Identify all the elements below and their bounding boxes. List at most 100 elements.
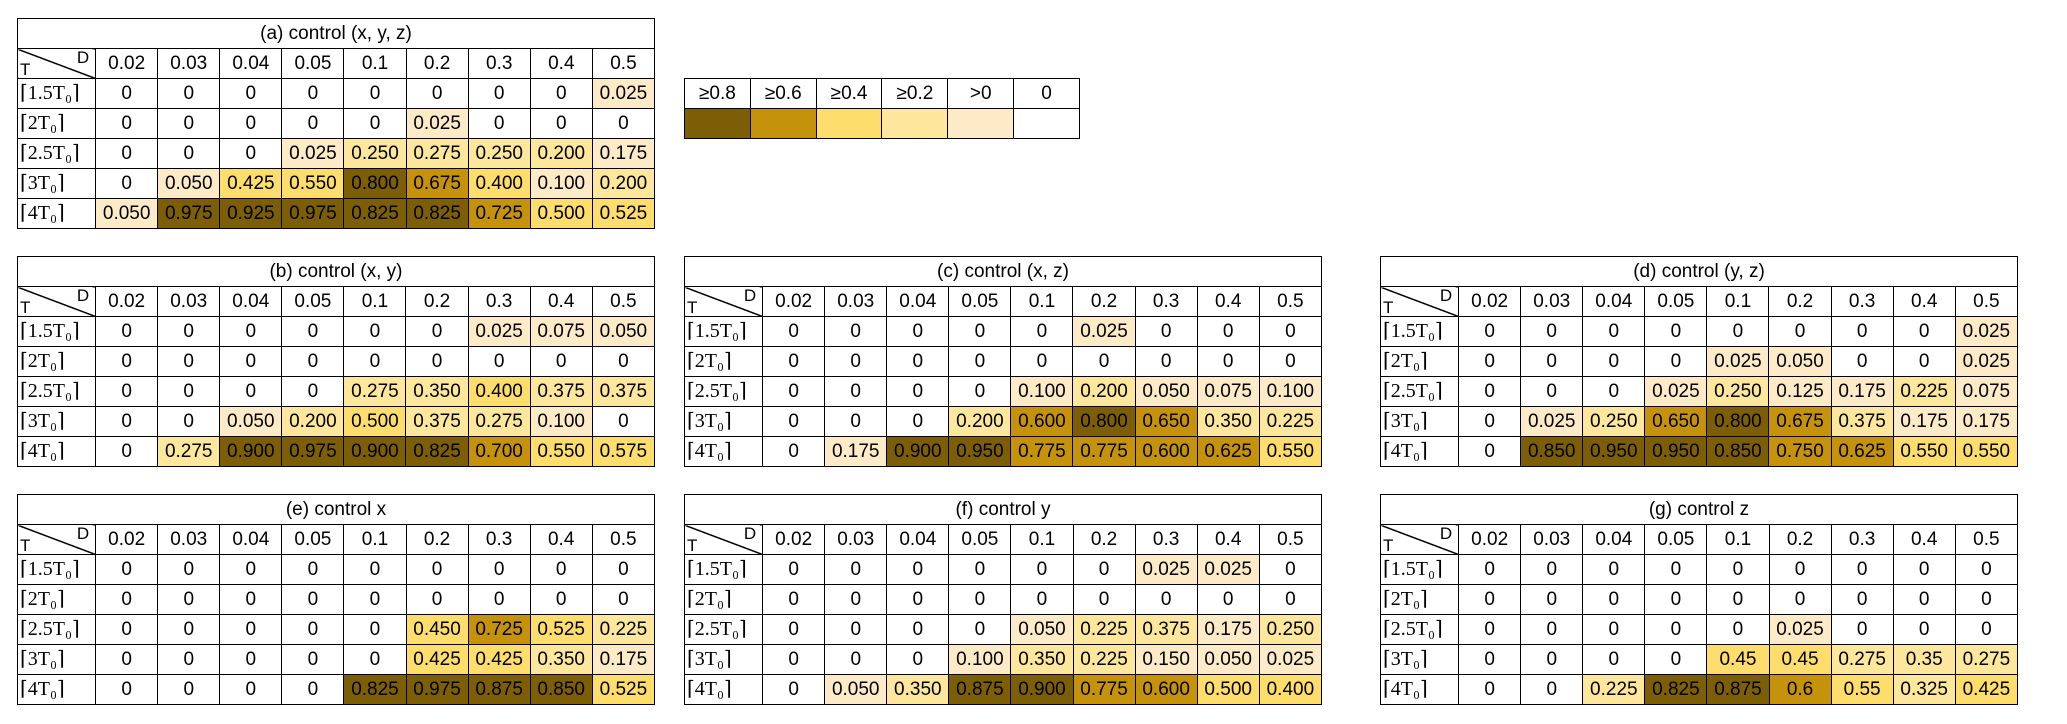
value-cell: 0.700 (467, 436, 531, 467)
value-cell: 0.100 (948, 644, 1012, 675)
corner-col-label: D (76, 524, 90, 543)
column-header: 0.04 (1582, 524, 1646, 555)
legend-swatch (1013, 108, 1080, 139)
value-cell: 0.075 (529, 316, 593, 347)
legend-swatch (749, 108, 817, 139)
value-cell: 0 (1582, 614, 1646, 645)
value-cell: 0.075 (1954, 376, 2019, 407)
value-cell: 0 (1520, 376, 1584, 407)
header-row: T D 0.02 0.03 0.04 0.05 0.1 0.2 0.3 0.4 0.5 (1379, 286, 2019, 317)
corner-row-label: T (20, 60, 31, 79)
legend-swatch (815, 108, 883, 139)
value-cell: 0.875 (467, 674, 531, 705)
value-cell: 0 (343, 78, 407, 109)
header-row: T D 0.02 0.03 0.04 0.05 0.1 0.2 0.3 0.4 0.5 (683, 524, 1323, 555)
value-cell: 0 (762, 614, 826, 645)
value-cell: 0 (1830, 554, 1894, 585)
value-cell: 0 (1520, 614, 1584, 645)
value-cell: 0 (529, 584, 593, 615)
legend-label-row: ≥0.8 ≥0.6 ≥0.4 ≥0.2 >0 0 (684, 78, 1080, 109)
value-cell: 0 (157, 644, 221, 675)
value-cell: 0 (824, 406, 888, 437)
value-cell: 0.025 (1258, 644, 1323, 675)
title-row: (d) control (y, z) (1380, 256, 2018, 287)
row-header: ⌈2T₀⌉ (16, 346, 97, 377)
value-cell: 0.900 (343, 436, 407, 467)
corner-col-label: D (76, 48, 90, 67)
value-cell: 0 (1644, 584, 1708, 615)
value-cell: 0.500 (529, 198, 593, 229)
value-cell: 0.500 (343, 406, 407, 437)
value-cell: 0 (95, 584, 159, 615)
value-cell: 0 (1520, 346, 1584, 377)
value-cell: 0.025 (1706, 346, 1770, 377)
value-cell: 0.100 (1010, 376, 1074, 407)
column-header: 0.2 (405, 286, 469, 317)
value-cell: 0.375 (1134, 614, 1198, 645)
value-cell: 0 (95, 376, 159, 407)
value-cell: 0.225 (1258, 406, 1323, 437)
value-cell: 0 (1706, 614, 1770, 645)
value-cell: 0.400 (467, 376, 531, 407)
row-header: ⌈2.5T₀⌉ (1379, 376, 1460, 407)
value-cell: 0.575 (591, 436, 656, 467)
value-cell: 0.35 (1892, 644, 1956, 675)
table-row: ⌈2T₀⌉ 0 0 0 0 0 0 0 0 0 (683, 346, 1323, 377)
value-cell: 0 (1582, 376, 1646, 407)
table-row: ⌈4T₀⌉ 0.050 0.975 0.925 0.975 0.825 0.825 0.725… (16, 198, 656, 229)
row-header: ⌈4T₀⌉ (683, 674, 764, 705)
column-header: 0.03 (157, 524, 221, 555)
row-header: ⌈1.5T₀⌉ (683, 316, 764, 347)
table-row: ⌈4T₀⌉ 0 0 0.225 0.825 0.875 0.6 0.55 0.325 0.425 (1379, 674, 2019, 705)
column-header: 0.03 (824, 286, 888, 317)
table-row: ⌈3T₀⌉ 0 0.025 0.250 0.650 0.800 0.675 0.375 0.17… (1379, 406, 2019, 437)
value-cell: 0.875 (948, 674, 1012, 705)
value-cell: 0 (281, 674, 345, 705)
value-cell: 0 (1706, 316, 1770, 347)
row-header: ⌈2.5T₀⌉ (16, 376, 97, 407)
table-row: ⌈3T₀⌉ 0 0.050 0.425 0.550 0.800 0.675 0.400 0.10… (16, 168, 656, 199)
value-cell: 0.975 (405, 674, 469, 705)
value-cell: 0.025 (1196, 554, 1260, 585)
row-header: ⌈3T₀⌉ (1379, 644, 1460, 675)
value-cell: 0.350 (405, 376, 469, 407)
table-d: (d) control (y, z) T D 0.02 0.03 0.04 0.05 0.1 0… (1379, 256, 2019, 467)
value-cell: 0 (95, 316, 159, 347)
value-cell: 0 (762, 436, 826, 467)
value-cell: 0 (343, 316, 407, 347)
value-cell: 0 (1706, 584, 1770, 615)
value-cell: 0.750 (1768, 436, 1832, 467)
column-header: 0.3 (1134, 524, 1198, 555)
value-cell: 0 (1010, 316, 1074, 347)
value-cell: 0.025 (1954, 346, 2019, 377)
value-cell: 0 (1134, 584, 1198, 615)
row-header: ⌈2T₀⌉ (16, 108, 97, 139)
value-cell: 0 (405, 316, 469, 347)
value-cell: 0 (591, 554, 656, 585)
value-cell: 0 (1258, 584, 1323, 615)
legend-label: 0 (1013, 78, 1080, 109)
value-cell: 0 (529, 346, 593, 377)
column-header: 0.4 (1892, 286, 1956, 317)
value-cell: 0 (95, 614, 159, 645)
column-header: 0.04 (1582, 286, 1646, 317)
value-cell: 0 (1892, 554, 1956, 585)
value-cell: 0.050 (1134, 376, 1198, 407)
value-cell: 0 (1258, 346, 1323, 377)
row-header: ⌈1.5T₀⌉ (683, 554, 764, 585)
value-cell: 0.800 (1072, 406, 1136, 437)
value-cell: 0.425 (467, 644, 531, 675)
value-cell: 0 (219, 138, 283, 169)
value-cell: 0.350 (529, 644, 593, 675)
value-cell: 0 (1768, 554, 1832, 585)
value-cell: 0.45 (1768, 644, 1832, 675)
value-cell: 0 (157, 614, 221, 645)
column-header: 0.02 (95, 48, 159, 79)
corner-col-label: D (743, 524, 757, 543)
column-header: 0.05 (281, 48, 345, 79)
value-cell: 0.175 (824, 436, 888, 467)
value-cell: 0 (1892, 584, 1956, 615)
column-header: 0.02 (762, 524, 826, 555)
